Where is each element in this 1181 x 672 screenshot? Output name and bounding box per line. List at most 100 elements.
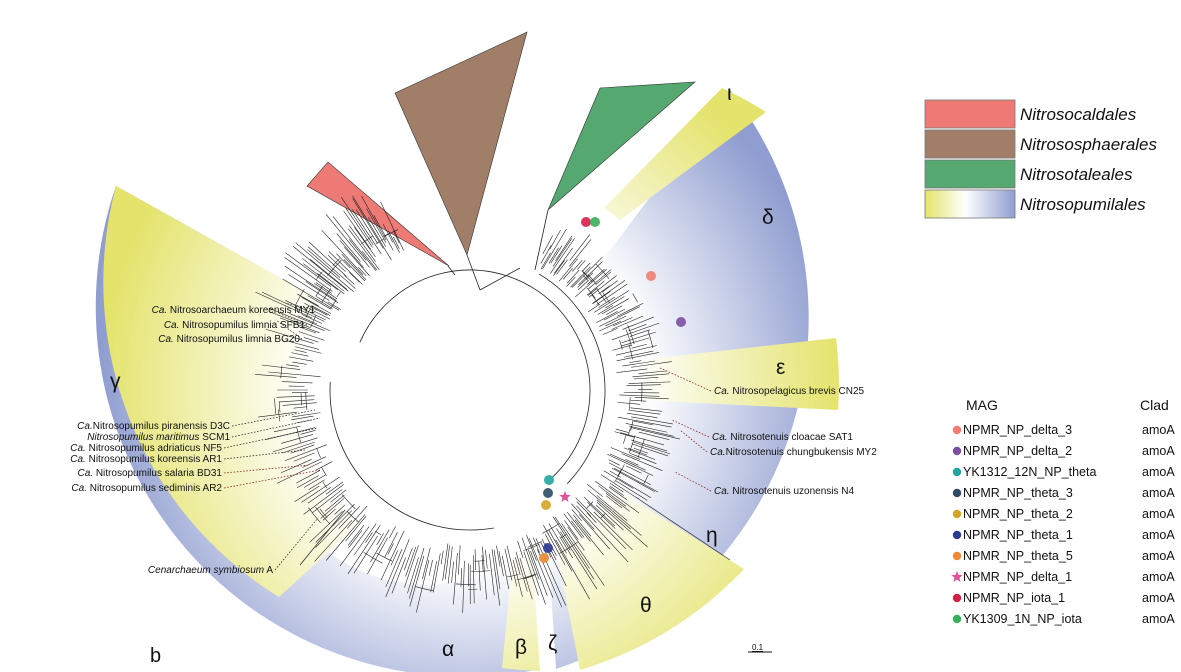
clade-label-zeta: ζ <box>548 632 557 655</box>
strain-label: Ca. Nitrosoarchaeum koreensis MY1 <box>152 305 316 316</box>
sector-beta <box>502 543 540 671</box>
leader-line <box>674 471 712 492</box>
mag-marker <box>544 475 554 485</box>
strain-label: Ca. Nitrosopumilus limnia SFB1 <box>164 320 306 331</box>
mag-marker <box>539 553 549 563</box>
strain-label: Ca. Nitrosopumilus salaria BD31 <box>77 468 222 479</box>
clade-label-eta: η <box>706 524 718 547</box>
leader-line <box>223 427 319 449</box>
order-legend-swatch <box>924 189 1016 219</box>
mag-legend-clade: amoA <box>1142 423 1175 437</box>
mag-marker <box>541 500 551 510</box>
mag-legend-name: YK1309_1N_NP_iota <box>963 612 1082 626</box>
mag-legend-marker <box>951 571 963 582</box>
mag-header: MAG <box>966 397 998 413</box>
sector-epsilon <box>638 338 839 410</box>
mag-legend-name: NPMR_NP_theta_1 <box>963 528 1073 542</box>
mag-legend: MAG Clad NPMR_NP_delta_3 amoA NPMR_NP_delt… <box>951 397 1175 626</box>
strain-label: Ca.Nitrosotenuis chungbukensis MY2 <box>710 447 877 458</box>
clade-label-gamma: γ <box>110 370 121 393</box>
mag-legend-name: YK1312_12N_NP_theta <box>963 465 1096 479</box>
strain-labels-right: Ca. Nitrosopelagicus brevis CN25 Ca. Nitr… <box>710 386 877 497</box>
mag-marker <box>646 271 656 281</box>
mag-legend-name: NPMR_NP_iota_1 <box>963 591 1065 605</box>
mag-marker <box>581 217 591 227</box>
mag-legend-marker <box>952 593 962 603</box>
clade-label-iota: ι <box>727 82 732 105</box>
strain-label: Ca. Nitrosotenuis uzonensis N4 <box>714 486 855 497</box>
leader-line <box>284 302 318 311</box>
mag-legend-marker <box>952 551 962 561</box>
mag-legend-clade: amoA <box>1142 591 1175 605</box>
mag-legend-name: NPMR_NP_delta_3 <box>963 423 1072 437</box>
mag-legend-name: NPMR_NP_delta_1 <box>963 570 1072 584</box>
mag-marker <box>590 217 600 227</box>
mag-marker <box>676 317 686 327</box>
order-legend-swatch <box>924 99 1016 129</box>
strain-label: Ca.Nitrosopumilus piranensis D3C <box>77 421 230 432</box>
mag-legend-marker <box>952 425 962 435</box>
mag-legend-name: NPMR_NP_delta_2 <box>963 444 1072 458</box>
mag-legend-clade: amoA <box>1142 486 1175 500</box>
clade-label-beta: β <box>515 636 527 659</box>
clade-header: Clad <box>1140 397 1169 413</box>
mag-legend-clade: amoA <box>1142 507 1175 521</box>
mag-legend-clade: amoA <box>1142 549 1175 563</box>
strain-label: Ca. Nitrosopelagicus brevis CN25 <box>714 386 865 397</box>
mag-legend-marker <box>952 614 962 624</box>
leader-line <box>231 409 316 427</box>
mag-legend-name: NPMR_NP_theta_3 <box>963 486 1073 500</box>
strain-labels-left: Ca. Nitrosoarchaeum koreensis MY1 Ca. Nit… <box>70 305 315 576</box>
nitrososphaerales-wedge <box>394 31 528 256</box>
strain-label: Ca. Nitrosopumilus koreensis AR1 <box>70 454 222 465</box>
leader-line <box>671 419 710 438</box>
strain-label: Ca. Nitrosopumilus limnia BG20 <box>158 334 300 345</box>
order-legend: Nitrosocaldales Nitrososphaerales Nitrosot… <box>924 99 1158 219</box>
leader-line <box>275 319 303 340</box>
nitrosocaldales-wedge <box>306 161 450 267</box>
leader-line <box>223 469 321 489</box>
mag-legend-name: NPMR_NP_theta_2 <box>963 507 1073 521</box>
leader-line <box>277 312 308 326</box>
clade-label-alpha: α <box>442 638 454 661</box>
mag-legend-clade: amoA <box>1142 444 1175 458</box>
clade-label-epsilon: ε <box>776 356 785 379</box>
order-legend-label: Nitrosocaldales <box>1020 105 1137 124</box>
mag-legend-clade: amoA <box>1142 528 1175 542</box>
strain-label: Nitrosopumilus maritimus SCM1 <box>87 432 230 443</box>
mag-legend-marker <box>952 488 962 498</box>
leader-line <box>223 449 306 460</box>
mag-legend-marker <box>952 509 962 519</box>
leader-line <box>223 464 311 474</box>
order-legend-swatch <box>924 129 1016 159</box>
mag-legend-clade: amoA <box>1142 570 1175 584</box>
clade-label-delta: δ <box>762 206 774 229</box>
sector-iota <box>604 88 766 220</box>
mag-markers <box>539 217 686 563</box>
mag-marker-star <box>559 491 571 502</box>
order-legend-label: Nitrososphaerales <box>1020 135 1158 154</box>
order-legend-swatch <box>924 159 1016 189</box>
clade-label-theta: θ <box>640 594 652 617</box>
mag-legend-clade: amoA <box>1142 612 1175 626</box>
mag-legend-marker <box>952 467 962 477</box>
mag-marker <box>543 543 553 553</box>
order-legend-label: Nitrosotaleales <box>1020 165 1133 184</box>
strain-leader-lines <box>223 302 712 571</box>
mag-legend-marker <box>952 530 962 540</box>
sector-theta <box>546 470 744 670</box>
leader-line <box>231 417 321 438</box>
scale-bar-label: 0.1 <box>752 643 764 652</box>
nitrosotaleales-wedge <box>547 81 696 211</box>
strain-label: Ca. Nitrosopumilus adriaticus NF5 <box>70 443 222 454</box>
leader-line <box>679 429 708 453</box>
mag-legend-name: NPMR_NP_theta_5 <box>963 549 1073 563</box>
sector-gamma <box>103 186 381 597</box>
mag-legend-clade: amoA <box>1142 465 1175 479</box>
mag-legend-marker <box>952 446 962 456</box>
mag-marker <box>543 488 553 498</box>
strain-label: Ca. Nitrosotenuis cloacae SAT1 <box>712 432 853 443</box>
panel-label: b <box>150 645 161 667</box>
strain-label: Cenarchaeum symbiosum A <box>148 565 273 576</box>
order-legend-label: Nitrosopumilales <box>1020 195 1146 214</box>
